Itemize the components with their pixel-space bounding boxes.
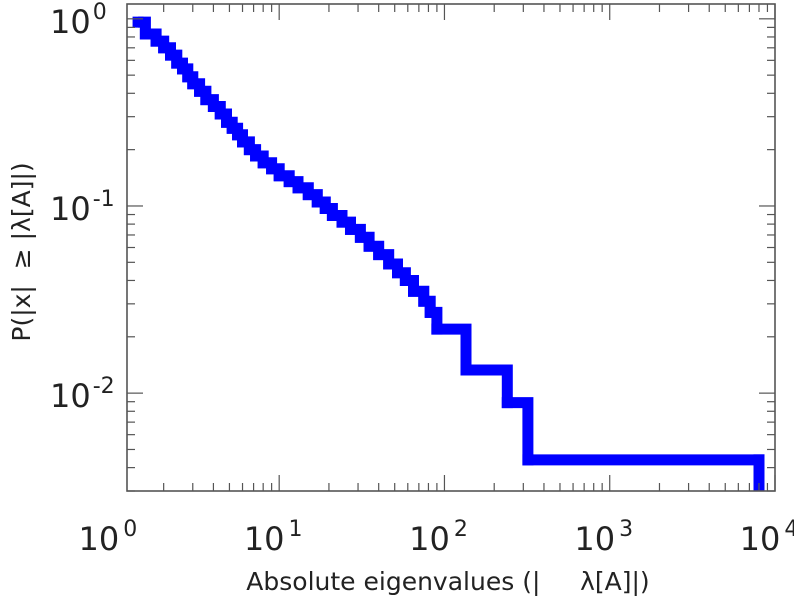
data-point <box>336 216 348 228</box>
data-point <box>232 129 244 141</box>
data-point <box>214 108 226 120</box>
x-tick-label: 10 3 <box>574 517 633 558</box>
series-layer <box>132 16 765 491</box>
data-point <box>182 71 194 83</box>
data-point <box>139 28 151 40</box>
x-tick-label: 10 1 <box>244 517 303 558</box>
y-tick-exponent: -2 <box>93 374 115 399</box>
x-tick-label: 10 2 <box>409 517 468 558</box>
data-point <box>132 16 144 28</box>
data-point <box>257 157 269 169</box>
data-point <box>302 189 314 201</box>
data-point <box>221 116 233 128</box>
x-tick-label: 10 4 <box>740 517 794 558</box>
y-tick-base: 10 <box>50 3 91 41</box>
data-point <box>266 163 278 175</box>
data-point <box>187 78 199 90</box>
data-point <box>344 223 356 235</box>
data-point <box>283 176 295 188</box>
data-point <box>373 249 385 261</box>
data-point <box>753 454 765 466</box>
data-point <box>311 196 323 208</box>
data-point <box>273 170 285 182</box>
data-point <box>319 202 331 214</box>
data-point <box>237 136 249 148</box>
data-point <box>207 101 219 113</box>
data-point <box>176 63 188 75</box>
data-point <box>200 94 212 106</box>
data-point <box>408 285 420 297</box>
plot-frame <box>126 3 776 492</box>
data-point <box>383 258 395 270</box>
x-tick-base: 10 <box>740 520 781 558</box>
y-tick-exponent: 0 <box>93 0 107 25</box>
data-point <box>292 182 304 194</box>
y-tick-label: 100 <box>50 0 107 41</box>
x-tick-base: 10 <box>244 520 285 558</box>
data-point <box>522 454 534 466</box>
data-point <box>158 42 170 54</box>
data-point <box>326 209 338 221</box>
y-tick-label: 10-2 <box>50 374 115 415</box>
x-tick-label: 10 0 <box>79 517 138 558</box>
x-tick-exponent: 3 <box>619 517 633 542</box>
data-point <box>418 295 430 307</box>
y-tick-base: 10 <box>50 190 91 228</box>
x-tick-base: 10 <box>574 520 615 558</box>
data-point <box>431 323 443 335</box>
data-point <box>250 150 262 162</box>
data-point <box>501 397 513 409</box>
data-point <box>226 122 238 134</box>
data-point <box>150 35 162 47</box>
x-tick-base: 10 <box>79 520 120 558</box>
data-point <box>243 144 255 156</box>
data-point <box>399 274 411 286</box>
data-point <box>194 85 206 97</box>
x-tick-exponent: 1 <box>289 517 303 542</box>
y-tick-base: 10 <box>50 377 91 415</box>
x-tick-labels: 10 0 10 1 10 2 10 3 10 4 <box>79 517 794 558</box>
x-tick-exponent: 2 <box>454 517 468 542</box>
data-point <box>424 306 436 318</box>
data-point <box>363 240 375 252</box>
x-axis-label: Absolute eigenvalues (| λ[A]|) <box>246 567 649 596</box>
data-point <box>354 231 366 243</box>
data-point <box>392 267 404 279</box>
y-tick-exponent: -1 <box>93 187 115 212</box>
tick-layer <box>127 4 776 492</box>
y-tick-label: 10-1 <box>50 187 115 228</box>
y-axis-label: P(|x| ≥ |λ[A]|) <box>7 162 36 341</box>
data-point <box>460 364 472 376</box>
x-tick-exponent: 0 <box>123 517 137 542</box>
data-point <box>171 57 183 69</box>
x-tick-base: 10 <box>409 520 450 558</box>
data-point <box>165 49 177 61</box>
x-tick-exponent: 4 <box>784 517 794 542</box>
